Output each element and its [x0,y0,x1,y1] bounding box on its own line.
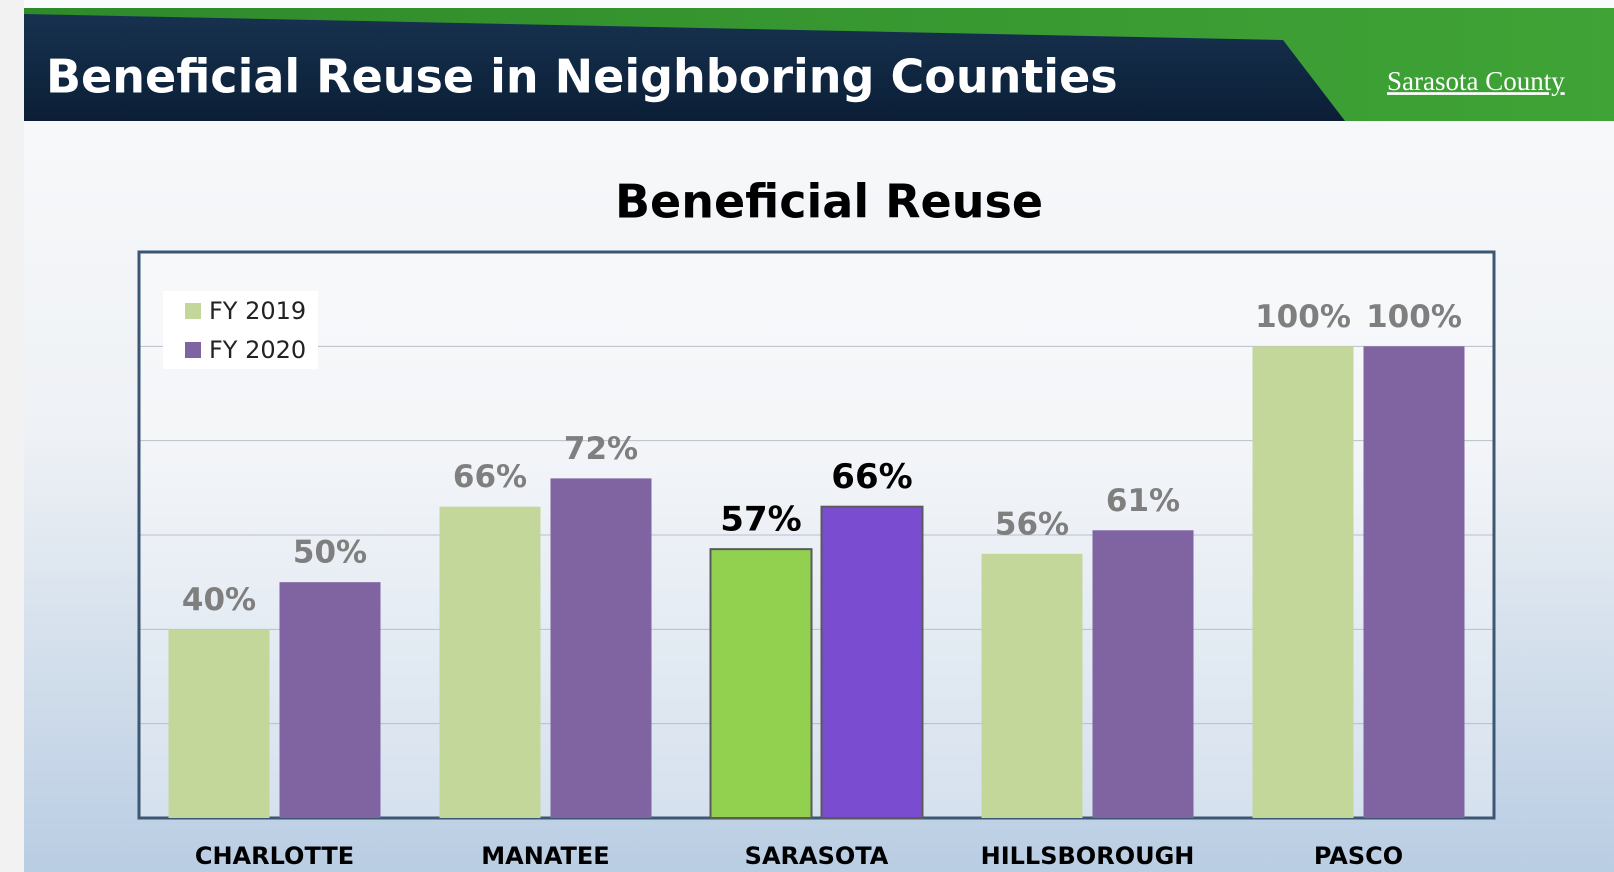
page: Beneficial Reuse in Neighboring Counties… [0,0,1614,872]
bar [169,629,270,818]
bar [822,507,923,818]
value-label: 100% [1366,299,1462,335]
bar [1093,530,1194,818]
value-label: 100% [1255,299,1351,335]
x-tick-label: MANATEE [481,842,609,870]
value-label: 66% [453,459,527,495]
value-label: 50% [293,535,367,571]
bar [1364,346,1465,818]
bar [551,478,652,818]
bar [1253,346,1354,818]
logo: Sarasota County [1387,66,1565,96]
legend-swatch [185,303,201,319]
x-tick-label: CHARLOTTE [195,842,354,870]
x-tick-label: SARASOTA [745,842,889,870]
bar [440,507,541,818]
legend-label: FY 2019 [209,297,306,325]
chart-title: Beneficial Reuse [615,175,1043,229]
legend-swatch [185,342,201,358]
chart: Beneficial Reuse CHARLOTTE 40% 50% MANATEE 66… [139,175,1494,871]
bar [280,582,381,818]
x-tick-label: HILLSBOROUGH [981,842,1195,870]
value-label: 40% [182,582,256,618]
header-title: Beneficial Reuse in Neighboring Counties [46,50,1118,104]
value-label: 57% [720,500,801,540]
value-label: 61% [1106,483,1180,519]
slide: Beneficial Reuse in Neighboring Counties… [0,0,1614,872]
value-label: 56% [995,506,1069,542]
bar [982,554,1083,818]
legend-label: FY 2020 [209,336,306,364]
x-tick-label: PASCO [1314,842,1403,870]
value-label: 66% [831,457,912,497]
bar [711,549,812,818]
value-label: 72% [564,431,638,467]
